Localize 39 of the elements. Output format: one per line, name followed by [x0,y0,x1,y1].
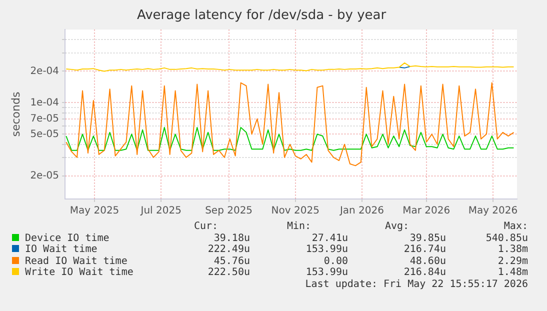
y-tick-label: 2e-05 [30,170,60,182]
text: 1.48m [496,267,528,279]
x-tick-label: Jul 2025 [140,206,182,217]
text: Max: [502,221,528,233]
y-tick-label: 1e-04 [30,97,60,108]
chart-title: Average latency for /dev/sda - by year [136,8,387,24]
y-tick-label: 5e-05 [30,128,60,140]
x-tick-label: May 2026 [468,206,518,217]
y-tick-label: 2e-04 [30,66,60,77]
text: 2.29m [496,256,528,268]
x-tick-label: May 2025 [70,206,120,217]
legend-label: Device IO time [24,232,110,244]
x-tick-label: Nov 2025 [271,206,320,217]
x-tick-label: Sep 2025 [205,206,253,217]
legend-label: IO Wait time [24,244,98,256]
text: 48.60u [408,256,446,268]
text: 27.41u [310,232,348,244]
text: 216.84u [402,267,446,279]
legend-label: Read IO Wait time [24,256,128,267]
x-tick-label: Jan 2026 [338,206,384,217]
text: 45.76u [212,256,250,268]
text: 153.99u [304,244,348,256]
text: Avg: [384,221,410,233]
x-tick-label: Mar 2026 [402,206,450,217]
text: 216.74u [402,244,446,256]
text: Last update: Fri May 22 15:55:17 2026 [304,278,528,291]
text: 39.18u [212,232,250,244]
y-tick-label: 7e-05 [30,113,60,124]
text: 39.85u [408,232,446,244]
text: 1.38m [496,244,528,256]
text: Cur: [192,221,220,233]
text: 153.99u [304,267,348,279]
y-axis-title: seconds [9,92,22,137]
text: 222.49u [206,244,250,256]
text: 222.50u [206,267,250,279]
text: Min: [286,221,312,233]
text: 0.00 [322,256,348,268]
legend-label: Write IO Wait time [24,267,134,279]
text: 540.85u [484,232,528,244]
